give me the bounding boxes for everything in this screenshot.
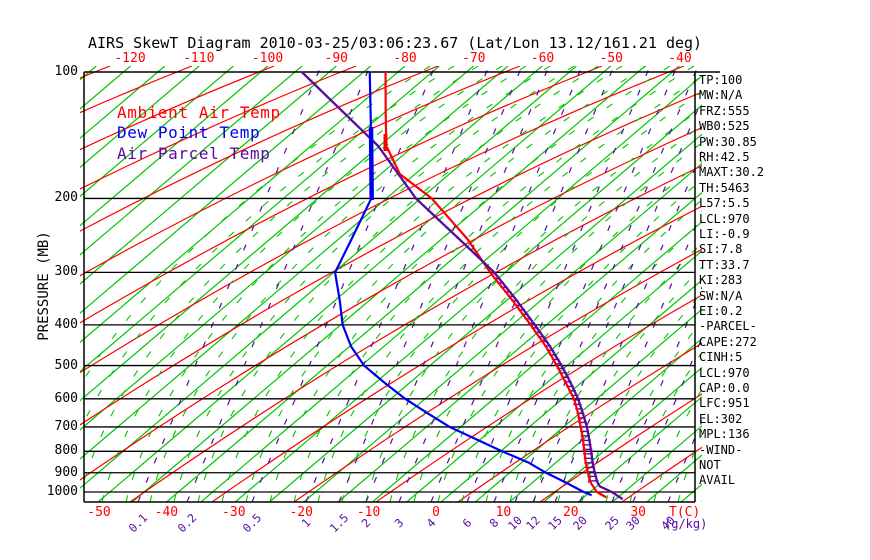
temp-unit-label: T(C) bbox=[669, 505, 701, 520]
dew-point-thick-segment bbox=[368, 126, 374, 201]
stats-line: TH:5463 bbox=[699, 180, 750, 195]
pressure-tick-label: 800 bbox=[54, 443, 78, 459]
pressure-tick-label: 300 bbox=[54, 264, 78, 280]
mixing-ratio-unit-label: (g/kg) bbox=[664, 517, 708, 531]
top-temp-tick-label: -70 bbox=[462, 51, 486, 66]
stats-line: EL:302 bbox=[699, 411, 743, 426]
ambient-temp-curve bbox=[384, 71, 607, 499]
stats-line: MW:N/A bbox=[699, 88, 743, 103]
stats-line: NOT bbox=[699, 458, 721, 472]
bottom-temp-tick-label: 30 bbox=[630, 505, 647, 520]
cape-hatch bbox=[493, 277, 599, 482]
pressure-tick-label: 200 bbox=[54, 190, 78, 206]
pressure-tick-label: 400 bbox=[54, 316, 78, 332]
stats-line: AVAIL bbox=[699, 473, 736, 488]
stats-line: -WIND- bbox=[699, 442, 743, 457]
axes-frame bbox=[83, 71, 720, 503]
stats-line: FRZ:555 bbox=[699, 103, 750, 118]
top-temp-tick-label: -120 bbox=[114, 51, 146, 66]
pressure-tick-label: 900 bbox=[54, 464, 78, 480]
legend-air-parcel: Air Parcel Temp bbox=[117, 144, 271, 163]
stats-line: LFC:951 bbox=[699, 396, 750, 411]
stats-line: WB0:525 bbox=[699, 119, 750, 134]
stats-line: SI:7.8 bbox=[699, 242, 743, 257]
air-parcel-curve bbox=[301, 71, 624, 501]
bottom-temp-tick-label: -20 bbox=[289, 505, 313, 520]
top-temp-tick-label: -80 bbox=[393, 51, 417, 66]
sounding-curves bbox=[301, 71, 624, 501]
stats-line: PW:30.85 bbox=[699, 134, 757, 149]
stats-line: TP:100 bbox=[699, 73, 743, 87]
stats-line: LCL:970 bbox=[699, 365, 750, 380]
top-temp-tick-label: -100 bbox=[251, 51, 284, 66]
dew-point-curve bbox=[333, 71, 593, 497]
stats-line: KI:283 bbox=[699, 273, 743, 288]
pressure-tick-label: 700 bbox=[54, 418, 78, 434]
stats-line: CAP:0.0 bbox=[699, 381, 750, 395]
top-temp-tick-label: -40 bbox=[668, 51, 692, 66]
pressure-tick-label: 500 bbox=[54, 357, 78, 373]
bottom-temp-tick-label: 10 bbox=[495, 505, 512, 520]
legend-ambient-temp: Ambient Air Temp bbox=[117, 103, 281, 122]
pressure-tick-label: 600 bbox=[54, 390, 78, 406]
legend-dew-point: Dew Point Temp bbox=[117, 123, 261, 142]
top-temp-tick-label: -110 bbox=[183, 51, 215, 66]
stats-line: CAPE:272 bbox=[699, 334, 757, 349]
background-grid bbox=[80, 66, 702, 502]
stats-line: EI:0.2 bbox=[699, 304, 743, 318]
stats-line: RH:42.5 bbox=[699, 150, 750, 164]
stats-line: CINH:5 bbox=[699, 350, 743, 365]
pressure-tick-label: 100 bbox=[54, 64, 78, 79]
bottom-temp-tick-label: 20 bbox=[562, 505, 579, 520]
bottom-temp-tick-label: -30 bbox=[222, 505, 246, 520]
stats-line: MPL:136 bbox=[699, 427, 750, 442]
stats-line: TT:33.7 bbox=[699, 257, 750, 272]
stats-line: L57:5.5 bbox=[699, 196, 750, 211]
bottom-temp-tick-label: -10 bbox=[356, 505, 381, 520]
bottom-temp-tick-label: -50 bbox=[87, 505, 111, 520]
pressure-tick-label: 1000 bbox=[46, 484, 78, 499]
chart-title: AIRS SkewT Diagram 2010-03-25/03:06:23.6… bbox=[88, 34, 703, 52]
bottom-temp-tick-label: -40 bbox=[154, 505, 179, 520]
top-temp-tick-label: -90 bbox=[324, 51, 348, 66]
stats-line: LCL:970 bbox=[699, 211, 750, 226]
bottom-temp-tick-label: 0 bbox=[432, 505, 440, 520]
stats-line: MAXT:30.2 bbox=[699, 165, 765, 180]
top-temp-tick-label: -60 bbox=[530, 51, 555, 66]
stats-line: LI:-0.9 bbox=[699, 227, 750, 241]
stats-line: SW:N/A bbox=[699, 288, 743, 303]
top-temp-tick-label: -50 bbox=[599, 51, 623, 66]
stats-line: -PARCEL- bbox=[699, 319, 757, 334]
